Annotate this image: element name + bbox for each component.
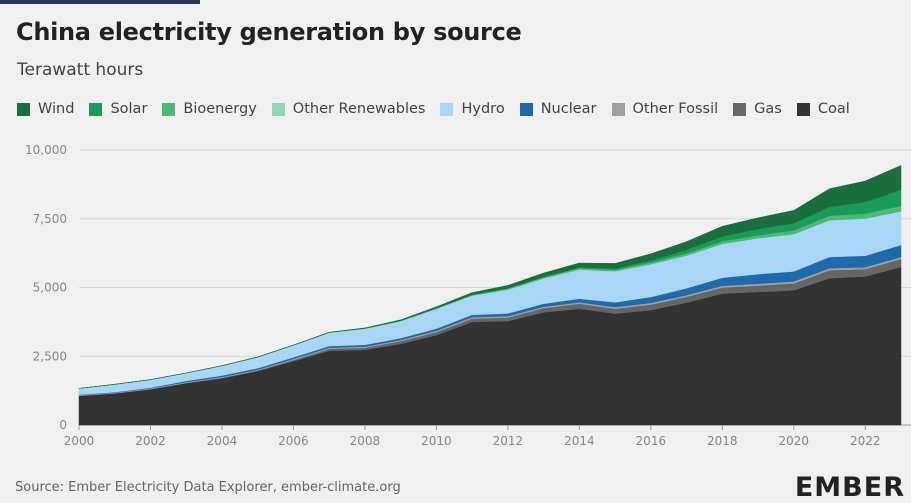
y-tick-label: 10,000 — [25, 143, 67, 157]
x-tick-label: 2004 — [207, 434, 238, 448]
chart-title: China electricity generation by source — [16, 18, 522, 46]
legend-item-nuclear[interactable]: Nuclear — [519, 101, 597, 117]
legend-swatch — [519, 102, 533, 116]
legend: Wind Solar Bioenergy Other Renewables Hy… — [17, 101, 865, 117]
x-tick-label: 2010 — [421, 434, 452, 448]
legend-item-gas[interactable]: Gas — [733, 101, 782, 117]
legend-item-wind[interactable]: Wind — [17, 101, 74, 117]
legend-label: Wind — [38, 101, 75, 117]
legend-swatch — [611, 102, 625, 116]
x-tick-label: 2018 — [707, 434, 738, 448]
legend-swatch — [162, 102, 176, 116]
legend-label: Hydro — [461, 101, 505, 117]
legend-swatch — [796, 102, 810, 116]
legend-label: Solar — [110, 101, 148, 117]
accent-bar — [0, 0, 200, 4]
area-wind — [78, 165, 902, 389]
x-tick-label: 2012 — [493, 434, 524, 448]
legend-label: Other Renewables — [292, 101, 426, 117]
x-tick-label: 2016 — [636, 434, 667, 448]
legend-swatch — [271, 102, 285, 116]
legend-item-bioenergy[interactable]: Bioenergy — [162, 101, 257, 117]
legend-label: Nuclear — [540, 101, 597, 117]
x-tick-label: 2008 — [350, 434, 381, 448]
legend-label: Coal — [817, 101, 850, 117]
legend-label: Bioenergy — [183, 101, 257, 117]
legend-swatch — [440, 102, 454, 116]
stacked-area-chart: 0 2,500 5,000 7,500 10,000 2000 2002 2004 2006 20… — [25, 143, 911, 448]
legend-item-hydro[interactable]: Hydro — [440, 101, 505, 117]
logo-wordmark: EMBER — [795, 472, 905, 500]
y-tick-label: 0 — [59, 418, 67, 432]
legend-item-solar[interactable]: Solar — [89, 101, 147, 117]
x-tick-label: 2014 — [564, 434, 595, 448]
x-tick-label: 2000 — [64, 434, 95, 448]
y-tick-label: 5,000 — [33, 281, 67, 295]
legend-swatch — [17, 102, 30, 116]
x-tick-label: 2002 — [135, 434, 166, 448]
source-note: Source: Ember Electricity Data Explorer,… — [15, 480, 401, 495]
x-tick-label: 2020 — [779, 434, 810, 448]
legend-swatch — [89, 102, 103, 116]
legend-item-other-fossil[interactable]: Other Fossil — [611, 101, 719, 117]
legend-label: Other Fossil — [632, 101, 719, 117]
x-tick-label: 2022 — [850, 434, 881, 448]
legend-item-other-renewables[interactable]: Other Renewables — [271, 101, 426, 117]
y-tick-label: 2,500 — [33, 349, 67, 363]
chart-subtitle: Terawatt hours — [17, 60, 144, 80]
ember-logo: EMBER — [795, 472, 905, 500]
y-tick-label: 7,500 — [33, 212, 67, 226]
legend-label: Gas — [754, 101, 782, 117]
legend-item-coal[interactable]: Coal — [796, 101, 850, 117]
x-tick-label: 2006 — [278, 434, 309, 448]
legend-swatch — [733, 102, 747, 116]
